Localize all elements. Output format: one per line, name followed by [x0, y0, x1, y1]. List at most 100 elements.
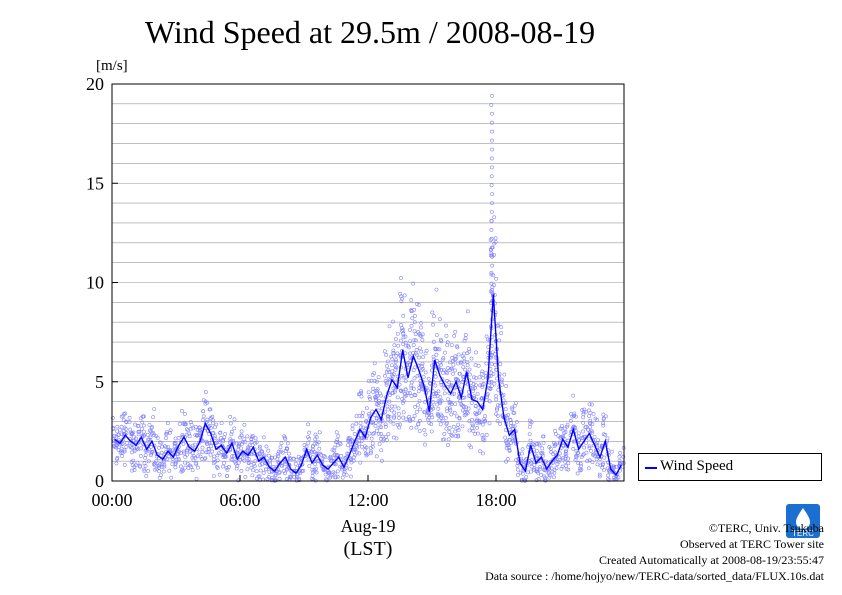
- data-point: [268, 457, 273, 462]
- data-point: [285, 476, 289, 481]
- data-point: [474, 376, 479, 380]
- data-point: [264, 444, 269, 449]
- data-point: [542, 468, 547, 472]
- data-point: [601, 432, 606, 437]
- data-point: [409, 394, 414, 398]
- data-point: [399, 276, 403, 280]
- data-point: [280, 450, 285, 455]
- data-point: [302, 443, 307, 448]
- data-point: [335, 453, 340, 457]
- data-point: [553, 442, 557, 447]
- data-point: [390, 369, 395, 374]
- data-point: [362, 428, 367, 433]
- data-point: [464, 405, 469, 410]
- data-point: [341, 472, 346, 477]
- data-point: [420, 338, 425, 342]
- data-point: [132, 468, 137, 473]
- data-point: [331, 470, 336, 475]
- data-point: [477, 375, 482, 380]
- data-point: [564, 454, 568, 458]
- data-point: [450, 433, 455, 438]
- data-point: [391, 351, 396, 355]
- data-point: [547, 475, 552, 480]
- data-point: [434, 287, 439, 292]
- data-point: [234, 466, 239, 471]
- data-point: [204, 450, 209, 455]
- data-point: [455, 344, 459, 349]
- data-point: [554, 432, 558, 436]
- data-point: [491, 371, 496, 376]
- data-point: [445, 409, 449, 414]
- data-point: [412, 413, 417, 418]
- data-point: [489, 138, 494, 143]
- data-point: [142, 414, 146, 419]
- data-point: [360, 414, 365, 419]
- data-point: [348, 456, 353, 461]
- data-point: [339, 453, 344, 458]
- data-point: [456, 352, 461, 357]
- data-point: [394, 358, 398, 363]
- terc-logo: TERC: [786, 504, 820, 538]
- data-point: [371, 420, 375, 425]
- data-point: [494, 276, 498, 281]
- data-point: [505, 415, 510, 420]
- data-point: [225, 467, 230, 472]
- data-point: [264, 467, 268, 472]
- data-point: [250, 443, 255, 447]
- data-point: [320, 457, 325, 462]
- data-point: [465, 359, 470, 364]
- y-tick-label: 15: [86, 173, 104, 193]
- credits: ©TERC, Univ. Tsukuba Observed at TERC To…: [485, 520, 824, 584]
- data-point: [403, 379, 408, 384]
- data-point: [595, 443, 600, 448]
- data-point: [313, 441, 318, 446]
- data-point: [386, 407, 390, 412]
- data-point: [494, 412, 499, 417]
- data-point: [176, 457, 181, 462]
- data-point: [183, 460, 187, 465]
- data-point: [548, 473, 552, 478]
- data-point: [253, 436, 258, 441]
- data-point: [180, 468, 185, 473]
- data-point: [238, 435, 243, 440]
- data-point: [446, 443, 450, 447]
- data-point: [437, 418, 442, 423]
- data-point: [386, 414, 391, 419]
- data-point: [563, 459, 568, 464]
- data-point: [112, 439, 117, 443]
- data-point: [487, 385, 491, 390]
- data-point: [359, 436, 363, 441]
- data-point: [243, 475, 248, 479]
- data-point: [120, 441, 125, 446]
- data-point: [581, 429, 585, 434]
- y-axis-label: [m/s]: [96, 58, 128, 74]
- data-point: [492, 381, 497, 386]
- data-point: [127, 444, 132, 448]
- data-point: [127, 420, 132, 424]
- data-point: [386, 432, 391, 437]
- data-point: [515, 473, 520, 477]
- data-point: [239, 446, 244, 451]
- data-point: [400, 326, 405, 331]
- x-tick-label: 00:00: [91, 490, 132, 510]
- data-point: [400, 373, 405, 378]
- data-point: [577, 431, 581, 436]
- data-point: [266, 453, 271, 458]
- data-point: [476, 405, 481, 410]
- data-point: [581, 410, 586, 415]
- data-point: [528, 421, 533, 426]
- data-point: [602, 468, 606, 472]
- data-point: [433, 383, 438, 388]
- data-point: [552, 470, 557, 475]
- data-point: [398, 422, 402, 427]
- data-point: [490, 129, 494, 134]
- data-point: [393, 364, 398, 369]
- data-point: [495, 419, 500, 423]
- data-point: [242, 437, 247, 442]
- data-point: [258, 468, 263, 473]
- data-point: [328, 459, 333, 463]
- data-point: [365, 452, 370, 457]
- data-point: [372, 431, 376, 436]
- data-point: [400, 296, 404, 301]
- data-point: [560, 423, 564, 428]
